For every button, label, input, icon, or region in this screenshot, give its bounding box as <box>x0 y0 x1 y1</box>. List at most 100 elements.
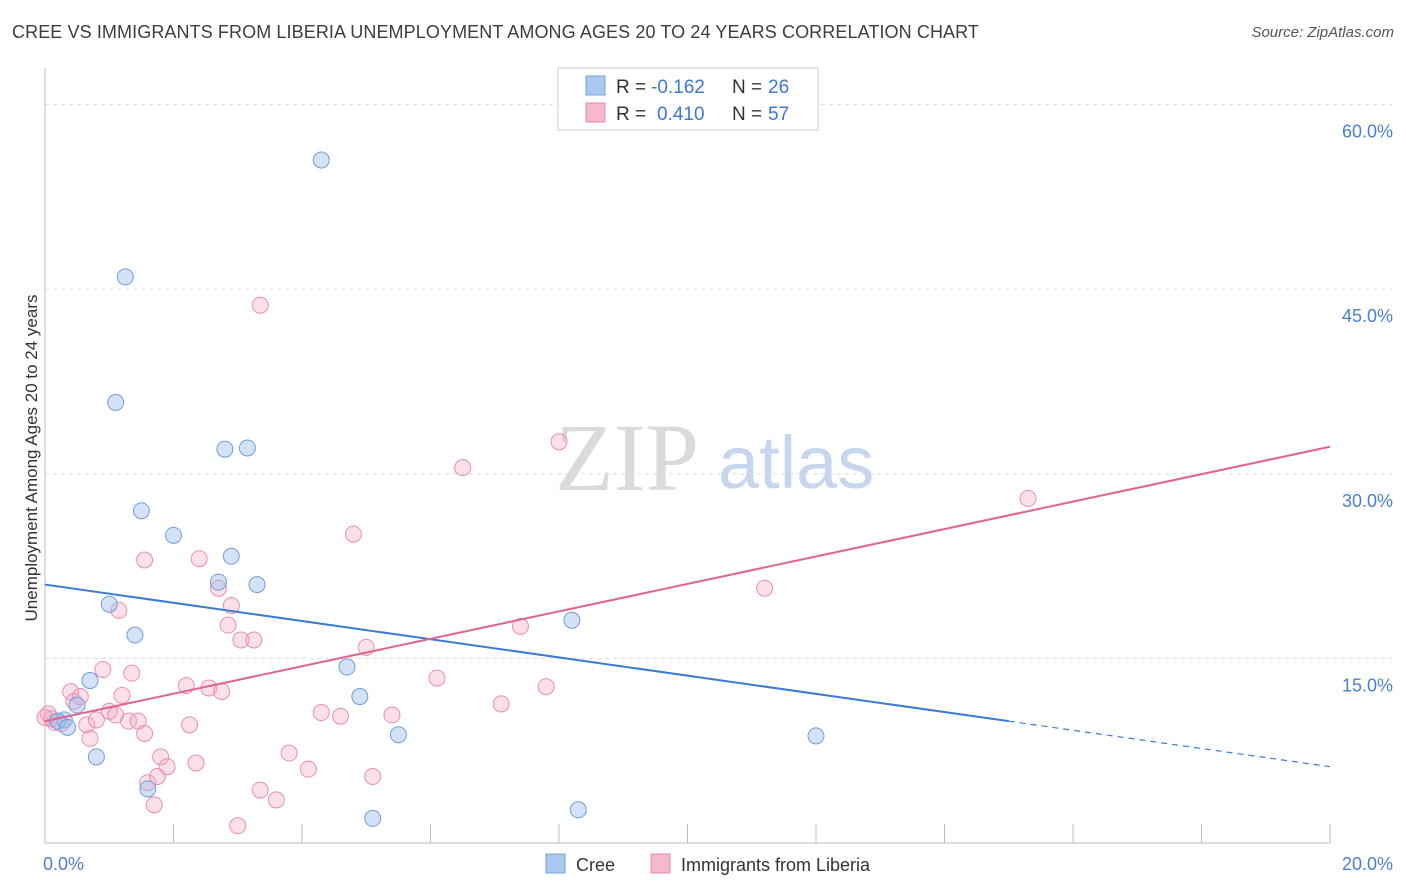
point-liberia <box>87 711 105 729</box>
point-liberia <box>136 724 154 742</box>
source-credit: Source: ZipAtlas.com <box>1251 24 1394 41</box>
point-cree <box>68 696 86 714</box>
stats-n-label-cree: N = <box>732 77 762 98</box>
point-cree <box>248 576 266 594</box>
point-liberia <box>492 695 510 713</box>
stats-n-value-cree: 26 <box>768 77 789 98</box>
point-liberia <box>145 796 163 814</box>
point-liberia <box>152 748 170 766</box>
point-liberia <box>213 683 231 701</box>
point-liberia <box>537 678 555 696</box>
y-tick-label: 60.0% <box>1342 122 1393 142</box>
stats-r-label-cree: R = <box>616 77 646 98</box>
point-cree <box>132 502 150 520</box>
point-cree <box>364 809 382 827</box>
y-axis-label: Unemployment Among Ages 20 to 24 years <box>22 295 41 622</box>
point-liberia <box>344 525 362 543</box>
point-cree <box>312 151 330 169</box>
point-liberia <box>113 686 131 704</box>
point-cree <box>209 573 227 591</box>
point-cree <box>58 718 76 736</box>
x-tick-labels: 0.0% 20.0% <box>43 854 1393 874</box>
point-cree <box>100 595 118 613</box>
point-liberia <box>383 706 401 724</box>
point-liberia <box>78 716 96 734</box>
point-cree <box>563 611 581 629</box>
point-liberia <box>120 712 138 730</box>
point-cree <box>569 801 587 819</box>
series-immigrants-from-liberia <box>36 296 1037 835</box>
point-liberia <box>232 631 250 649</box>
trend-lines <box>44 445 1331 768</box>
stats-r-value-cree: -0.162 <box>651 77 705 98</box>
series-cree <box>49 151 825 827</box>
trend-line-cree <box>44 583 1009 723</box>
point-liberia <box>511 617 529 635</box>
point-liberia <box>251 296 269 314</box>
point-cree <box>222 547 240 565</box>
point-liberia <box>251 781 269 799</box>
stats-n-value-liberia: 57 <box>768 104 789 125</box>
point-liberia <box>136 551 154 569</box>
point-cree <box>238 439 256 457</box>
point-cree <box>87 748 105 766</box>
watermark-zip: ZIP <box>555 404 699 511</box>
point-liberia <box>94 660 112 678</box>
point-cree <box>807 727 825 745</box>
point-liberia <box>209 579 227 597</box>
point-cree <box>81 672 99 690</box>
point-liberia <box>158 758 176 776</box>
axes <box>44 68 1331 844</box>
point-liberia <box>364 768 382 786</box>
point-liberia <box>550 433 568 451</box>
point-liberia <box>756 579 774 597</box>
legend-swatch-cree <box>545 853 566 874</box>
point-liberia <box>139 774 157 792</box>
point-liberia <box>181 716 199 734</box>
y-tick-label: 15.0% <box>1342 675 1393 695</box>
point-liberia <box>190 550 208 568</box>
point-liberia <box>428 669 446 687</box>
point-liberia <box>71 688 89 706</box>
point-liberia <box>229 817 247 835</box>
point-liberia <box>36 708 54 726</box>
trend-line-cree-extension <box>1008 720 1331 768</box>
legend: Cree Immigrants from Liberia <box>545 853 871 875</box>
point-cree <box>389 726 407 744</box>
point-cree <box>216 440 234 458</box>
stats-swatch-cree <box>585 75 606 96</box>
stats-swatch-liberia <box>585 102 606 123</box>
point-cree <box>116 268 134 286</box>
y-tick-label: 45.0% <box>1342 306 1393 326</box>
gridlines <box>45 104 1392 659</box>
stats-box: R = -0.162 N = 26 R = 0.410 N = 57 <box>557 67 819 131</box>
point-cree <box>351 688 369 706</box>
y-tick-labels: 15.0% 30.0% 45.0% 60.0% <box>1342 122 1393 696</box>
chart-title: CREE VS IMMIGRANTS FROM LIBERIA UNEMPLOY… <box>12 22 980 42</box>
point-liberia <box>123 664 141 682</box>
point-liberia <box>1019 489 1037 507</box>
legend-label-cree: Cree <box>576 855 615 875</box>
point-cree <box>126 626 144 644</box>
legend-label-liberia: Immigrants from Liberia <box>681 855 871 875</box>
point-liberia <box>454 459 472 477</box>
point-cree <box>338 658 356 676</box>
watermark: ZIP atlas <box>555 404 874 511</box>
point-liberia <box>219 616 237 634</box>
point-liberia <box>187 754 205 772</box>
legend-swatch-liberia <box>650 853 671 874</box>
x-tick-label: 0.0% <box>43 854 84 874</box>
stats-n-label-liberia: N = <box>732 104 762 125</box>
point-cree <box>107 393 125 411</box>
point-liberia <box>245 631 263 649</box>
x-tick-label: 20.0% <box>1342 854 1393 874</box>
point-liberia <box>267 791 285 809</box>
point-cree <box>139 780 157 798</box>
point-liberia <box>81 729 99 747</box>
y-tick-label: 30.0% <box>1342 491 1393 511</box>
point-liberia <box>332 707 350 725</box>
stats-r-value-liberia: 0.410 <box>657 104 705 125</box>
point-cree <box>165 526 182 544</box>
point-liberia <box>280 744 298 762</box>
